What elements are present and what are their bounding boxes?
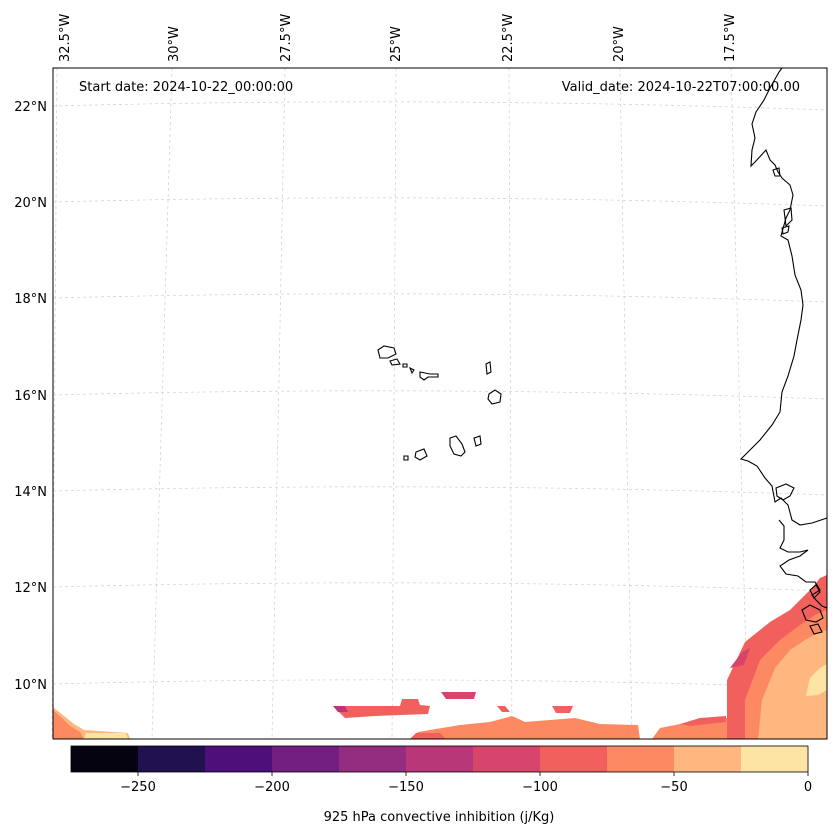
longitude-label: 20°W [612,26,627,62]
colorbar-tick-label: 0 [804,780,812,795]
cape-verde-island [414,448,428,461]
colorbar-swatch [473,746,541,772]
colorbar-ticks: −250 −200 −150 −100 −50 0 [120,772,812,795]
cin-contour-band [53,710,84,739]
cape-verde-island [403,455,409,461]
africa-coastline [783,207,793,228]
map-frame [52,67,828,740]
africa-coastline [809,623,823,635]
coastlines [377,67,828,635]
cin-contour-band [410,716,640,739]
map-panel [51,67,828,740]
colorbar-swatch [138,746,206,772]
cin-contour-band [84,733,128,739]
cape-verde-island [449,435,466,457]
start-date-label: Start date: 2024-10-22_00:00:00 [79,80,293,95]
colorbar-title: 925 hPa convective inhibition (j/Kg) [324,810,555,825]
cin-contour-band [680,716,726,726]
cin-contour-band [806,664,827,696]
longitude-label: 30°W [167,26,182,62]
colorbar-swatch [607,746,675,772]
longitude-label: 32.5°W [58,14,73,62]
colorbar-swatch [205,746,273,772]
cin-contour-band [552,706,573,713]
africa-coastline [809,584,821,599]
africa-coastline [772,167,781,177]
cape-verde-island [473,435,482,447]
colorbar-swatch [406,746,474,772]
cape-verde-island [487,389,502,405]
colorbar-swatch [674,746,742,772]
cin-contour-band [758,630,827,739]
colorbar-tick-label: −150 [388,780,424,795]
cape-verde-island [408,366,415,375]
valid-date-label: Valid_date: 2024-10-22T07:00:00.00 [562,80,800,95]
colorbar-tick-label: −50 [660,780,687,795]
latitude-label: 22°N [14,100,47,115]
cin-contours [53,575,827,739]
cape-verde-island [402,363,408,368]
longitude-labels: 32.5°W 30°W 27.5°W 25°W 22.5°W 20°W 17.5… [58,14,738,62]
africa-coastline [775,483,795,501]
colorbar-tick-label: −100 [522,780,558,795]
colorbar-tick-label: −250 [120,780,156,795]
africa-coastline [739,67,828,526]
cin-contour-band [497,706,510,712]
cin-contour-band [333,706,348,712]
longitude-label: 27.5°W [279,14,294,62]
colorbar-swatch [540,746,608,772]
graticule [51,67,828,740]
colorbar-swatches [71,746,809,772]
colorbar-swatch [741,746,809,772]
cin-contour-band [410,733,446,739]
latitude-label: 12°N [14,581,47,596]
latitude-label: 10°N [14,678,47,693]
longitude-label: 17.5°W [723,14,738,62]
colorbar: −250 −200 −150 −100 −50 0 925 hPa convective … [70,745,812,825]
africa-coastline [781,225,790,235]
cape-verde-island [419,371,439,381]
colorbar-swatch [71,746,139,772]
latitude-labels: 22°N 20°N 18°N 16°N 14°N 12°N 10°N [14,100,47,693]
latitude-label: 20°N [14,196,47,211]
latitude-label: 14°N [14,485,47,500]
latitude-label: 18°N [14,292,47,307]
cin-contour-band [730,648,750,668]
cin-contour-band [441,692,476,699]
cin-contour-band [333,699,430,718]
cape-verde-island [389,358,401,366]
cape-verde-island [485,361,492,375]
colorbar-frame [70,745,809,773]
longitude-label: 22.5°W [501,14,516,62]
longitude-label: 25°W [389,26,404,62]
colorbar-tick-label: −200 [254,780,290,795]
colorbar-swatch [272,746,340,772]
latitude-label: 16°N [14,389,47,404]
africa-coastline [801,604,824,623]
cape-verde-island [377,345,397,359]
colorbar-swatch [339,746,407,772]
